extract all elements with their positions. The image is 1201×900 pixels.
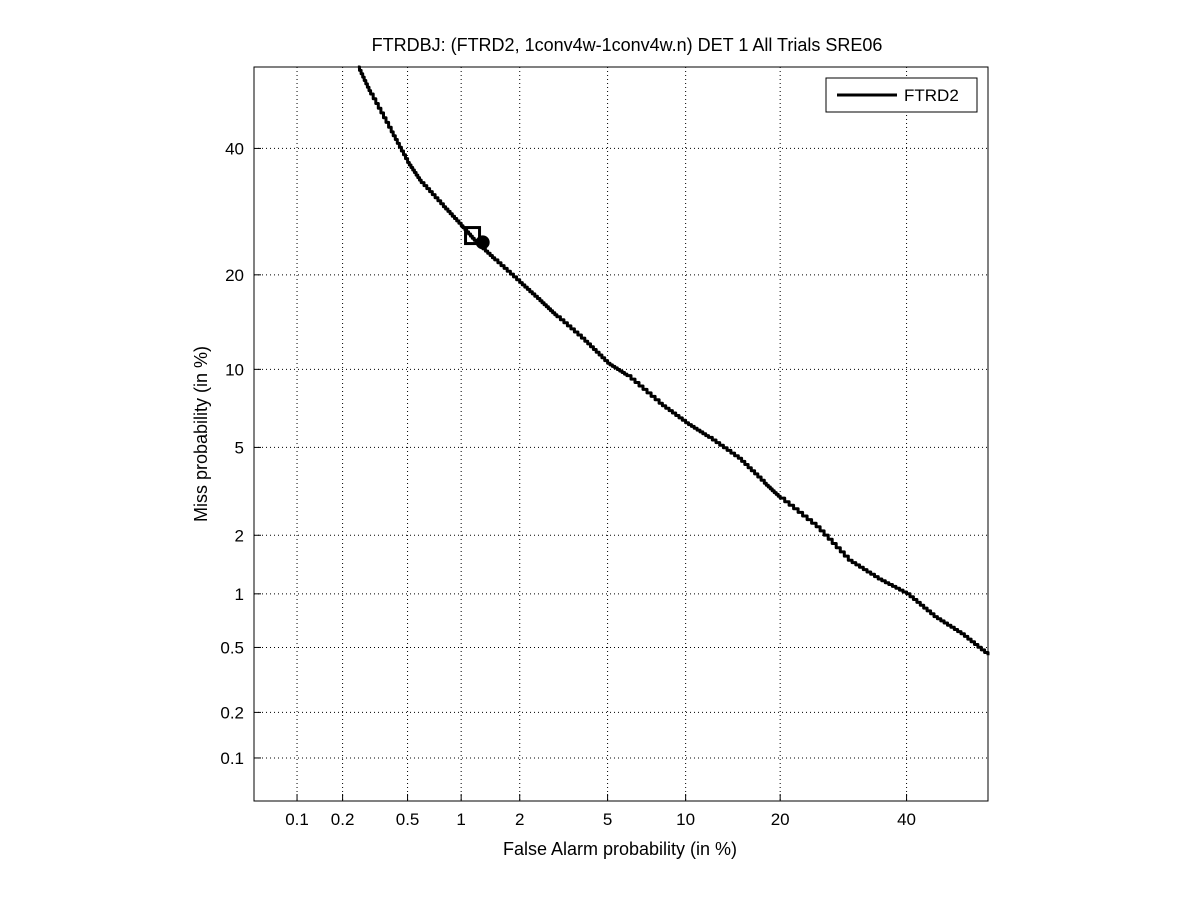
operating-point-markers [464, 226, 490, 250]
x-tick-label: 2 [515, 810, 524, 829]
y-tick-label: 2 [235, 526, 244, 545]
y-axis-label: Miss probability (in %) [191, 346, 211, 522]
x-tick-label: 0.2 [331, 810, 355, 829]
y-tick-label: 40 [225, 139, 244, 158]
x-tick-label: 0.1 [285, 810, 309, 829]
series-layer [357, 65, 990, 656]
x-tick-label: 40 [897, 810, 916, 829]
y-tick-labels: 0.1 0.2 0.5 1 2 5 10 20 40 [220, 139, 244, 768]
x-tick-label: 1 [456, 810, 465, 829]
x-tick-labels: 0.1 0.2 0.5 1 2 5 10 20 40 [285, 810, 916, 829]
x-axis-label: False Alarm probability (in %) [503, 839, 737, 859]
chart-title: FTRDBJ: (FTRD2, 1conv4w-1conv4w.n) DET 1… [372, 35, 883, 55]
legend: FTRD2 [825, 77, 978, 113]
plot-axes-frame [253, 66, 989, 802]
y-tick-label: 20 [225, 266, 244, 285]
y-tick-label: 0.5 [220, 638, 244, 657]
y-tick-label: 5 [235, 438, 244, 457]
y-tick-label: 10 [225, 360, 244, 379]
x-tick-label: 0.5 [396, 810, 420, 829]
y-tick-label: 1 [235, 585, 244, 604]
grid-lines [254, 67, 988, 801]
min-dcf-square-marker [464, 226, 482, 246]
legend-series-label: FTRD2 [904, 86, 959, 105]
x-tick-label: 10 [676, 810, 695, 829]
y-tick-label: 0.1 [220, 749, 244, 768]
actual-dcf-circle-marker [475, 235, 490, 250]
series-line-ftrd2 [357, 65, 990, 656]
x-tick-label: 20 [771, 810, 790, 829]
x-tick-label: 5 [603, 810, 612, 829]
y-tick-label: 0.2 [220, 703, 244, 722]
